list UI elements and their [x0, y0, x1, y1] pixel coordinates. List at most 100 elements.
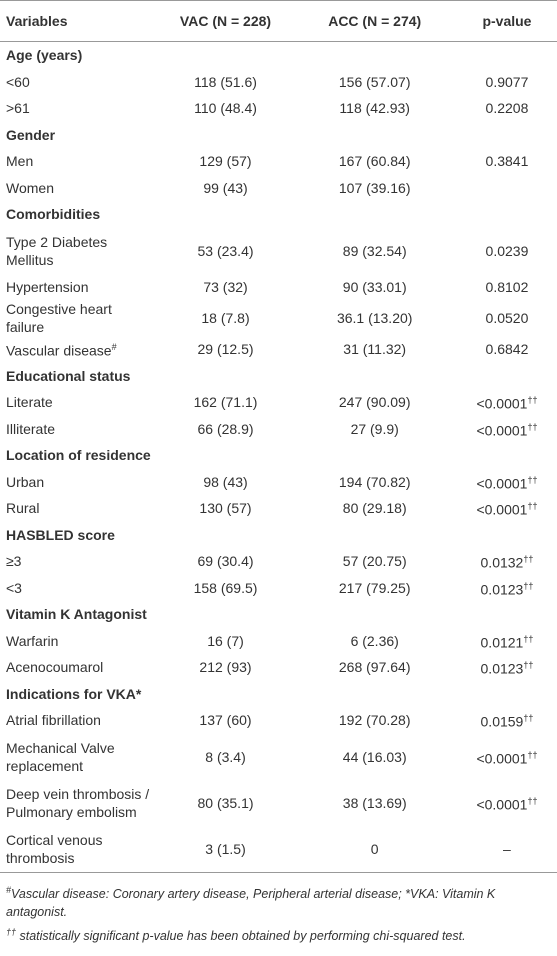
superscript: #: [111, 342, 117, 353]
column-header: Variables: [0, 0, 159, 42]
cell: <0.0001††: [457, 495, 557, 522]
cell: 0.0520: [485, 310, 529, 326]
cell: 8 (3.4): [205, 748, 246, 765]
footnote: #Vascular disease: Coronary artery disea…: [6, 881, 551, 921]
cell: 18 (7.8): [201, 310, 250, 326]
cell: 53 (23.4): [197, 242, 254, 259]
section-label: Location of residence: [6, 447, 151, 464]
cell: Men: [6, 153, 34, 170]
section-label: HASBLED score: [6, 526, 115, 543]
superscript: ††: [527, 421, 538, 432]
cell: 156 (57.07): [338, 73, 411, 90]
cell-text: 0.0132: [480, 555, 524, 572]
cell: 194 (70.82): [338, 473, 411, 490]
cell: Acenocoumarol: [6, 659, 104, 676]
cell: 90 (33.01): [342, 278, 407, 295]
cell: 36.1 (13.20): [336, 310, 413, 326]
cell: <60: [6, 73, 30, 90]
superscript: ††: [523, 554, 534, 565]
column-header: ACC (N = 274): [292, 0, 457, 42]
cell: 3 (1.5): [205, 840, 246, 857]
section-label: Vitamin K Antagonist: [6, 606, 147, 623]
cell: 98 (43): [203, 473, 248, 490]
data-row: Literate 162 (71.1) 247 (90.09) <0.0001††: [0, 389, 557, 416]
section-row: Comorbidities: [0, 201, 557, 228]
cell: ≥3: [6, 553, 22, 570]
footnote-text: Vascular disease: Coronary artery diseas…: [6, 886, 496, 919]
cell: <0.0001††: [457, 780, 557, 826]
section-label: Educational status: [6, 367, 131, 384]
cell-text: <0.0001: [476, 796, 528, 813]
cell: 44 (16.03): [342, 748, 407, 765]
cell-text: 0.0121: [480, 634, 524, 651]
cell: 27 (9.9): [350, 420, 399, 437]
cell-text: 0.0123: [480, 661, 524, 678]
superscript: ††: [523, 580, 534, 591]
data-row: Congestive heart failure 18 (7.8) 36.1 (13…: [0, 300, 557, 336]
cell: 0.0132††: [457, 548, 557, 575]
section-row: Age (years): [0, 42, 557, 69]
cell: Congestive heart failure: [6, 301, 112, 335]
cell: >61: [6, 100, 30, 117]
cell: Women: [6, 179, 54, 196]
cell: 268 (97.64): [338, 659, 411, 676]
cell: Vascular disease#: [0, 336, 159, 363]
cell: 0.0121††: [457, 628, 557, 655]
cell: 217 (79.25): [338, 579, 411, 596]
data-row: Illiterate 66 (28.9) 27 (9.9) <0.0001††: [0, 416, 557, 443]
cell-text: Vascular disease: [6, 343, 112, 360]
cell: <3: [6, 579, 22, 596]
cell: 16 (7): [207, 632, 244, 649]
cell: Literate: [6, 394, 53, 411]
cell: <0.0001††: [457, 469, 557, 496]
cell-text: 0.0159: [480, 714, 524, 731]
cell: 0.0159††: [457, 707, 557, 734]
data-row: Urban 98 (43) 194 (70.82) <0.0001††: [0, 469, 557, 496]
data-row: Deep vein thrombosis / Pulmonary embolis…: [0, 780, 557, 826]
cell: <0.0001††: [457, 734, 557, 780]
section-row: Indications for VKA*: [0, 681, 557, 708]
column-header: VAC (N = 228): [158, 0, 293, 42]
data-row: Warfarin 16 (7) 6 (2.36) 0.0121††: [0, 628, 557, 655]
section-label: Indications for VKA*: [6, 685, 142, 702]
cell: 66 (28.9): [197, 420, 254, 437]
cell: 0.9077: [485, 73, 529, 90]
cell-text: <0.0001: [476, 750, 528, 767]
section-row: HASBLED score: [0, 522, 557, 549]
cell: 0.2208: [485, 100, 529, 117]
cell: Rural: [6, 500, 40, 517]
cell: Urban: [6, 473, 45, 490]
cell: [457, 175, 557, 202]
cell-text: <0.0001: [476, 422, 528, 439]
cell: 0.0239: [485, 242, 529, 259]
cell: 158 (69.5): [193, 579, 258, 596]
section-label: Comorbidities: [6, 206, 101, 223]
data-row: Mechanical Valve replacement 8 (3.4) 44 (1…: [0, 734, 557, 780]
footnotes: #Vascular disease: Coronary artery disea…: [0, 873, 557, 945]
data-table: Variables VAC (N = 228) ACC (N = 274) p-val…: [0, 0, 557, 873]
cell: Cortical venous thrombosis: [6, 831, 103, 866]
cell: Type 2 Diabetes Mellitus: [6, 233, 108, 268]
cell: <0.0001††: [457, 389, 557, 416]
footnote-text: statistically significant p-value has be…: [16, 928, 466, 943]
cell: 0.0123††: [457, 654, 557, 681]
cell: 247 (90.09): [338, 394, 411, 411]
cell: 0.0123††: [457, 575, 557, 602]
cell: 38 (13.69): [342, 794, 407, 811]
section-row: Location of residence: [0, 442, 557, 469]
cell: 99 (43): [203, 179, 248, 196]
superscript: ††: [6, 926, 17, 937]
footnote: †† statistically significant p-value has…: [6, 923, 551, 945]
data-row: Cortical venous thrombosis 3 (1.5) 0 –: [0, 826, 557, 873]
cell: 0.8102: [485, 278, 529, 295]
data-row: Type 2 Diabetes Mellitus 53 (23.4) 89 (32.…: [0, 228, 557, 274]
cell: 137 (60): [199, 712, 252, 729]
cell: 167 (60.84): [338, 153, 411, 170]
superscript: ††: [527, 501, 538, 512]
cell: 130 (57): [199, 500, 252, 517]
cell-text: <0.0001: [476, 475, 528, 492]
section-label: Age (years): [6, 47, 83, 64]
data-row: Hypertension 73 (32) 90 (33.01) 0.8102: [0, 274, 557, 301]
superscript: ††: [527, 395, 538, 406]
superscript: ††: [523, 660, 534, 671]
